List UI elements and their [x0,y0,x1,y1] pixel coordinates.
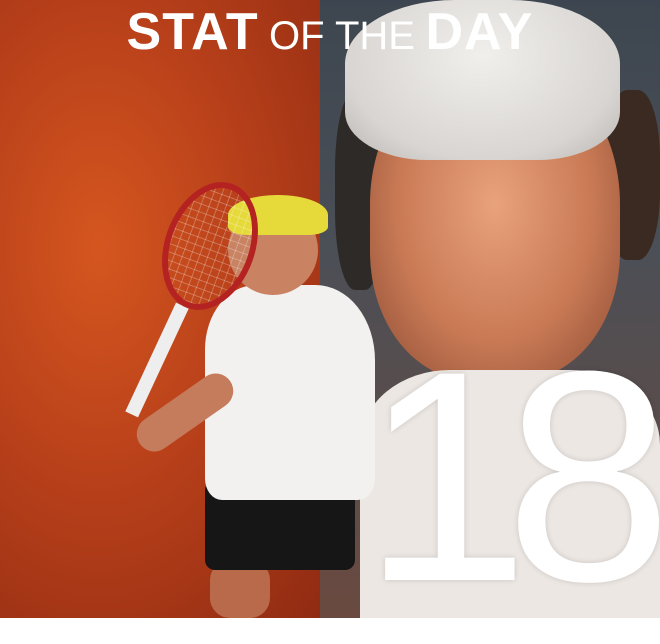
headline: STAT OF THE DAY [0,2,660,62]
stat-number: 18 [362,308,660,644]
player-portrait-cap [345,0,620,160]
player-cap [228,195,328,235]
headline-stat: STAT [126,3,259,61]
player-portrait-shirt [360,370,660,618]
headline-day: DAY [425,3,534,61]
headline-of-the: OF THE [269,14,415,58]
